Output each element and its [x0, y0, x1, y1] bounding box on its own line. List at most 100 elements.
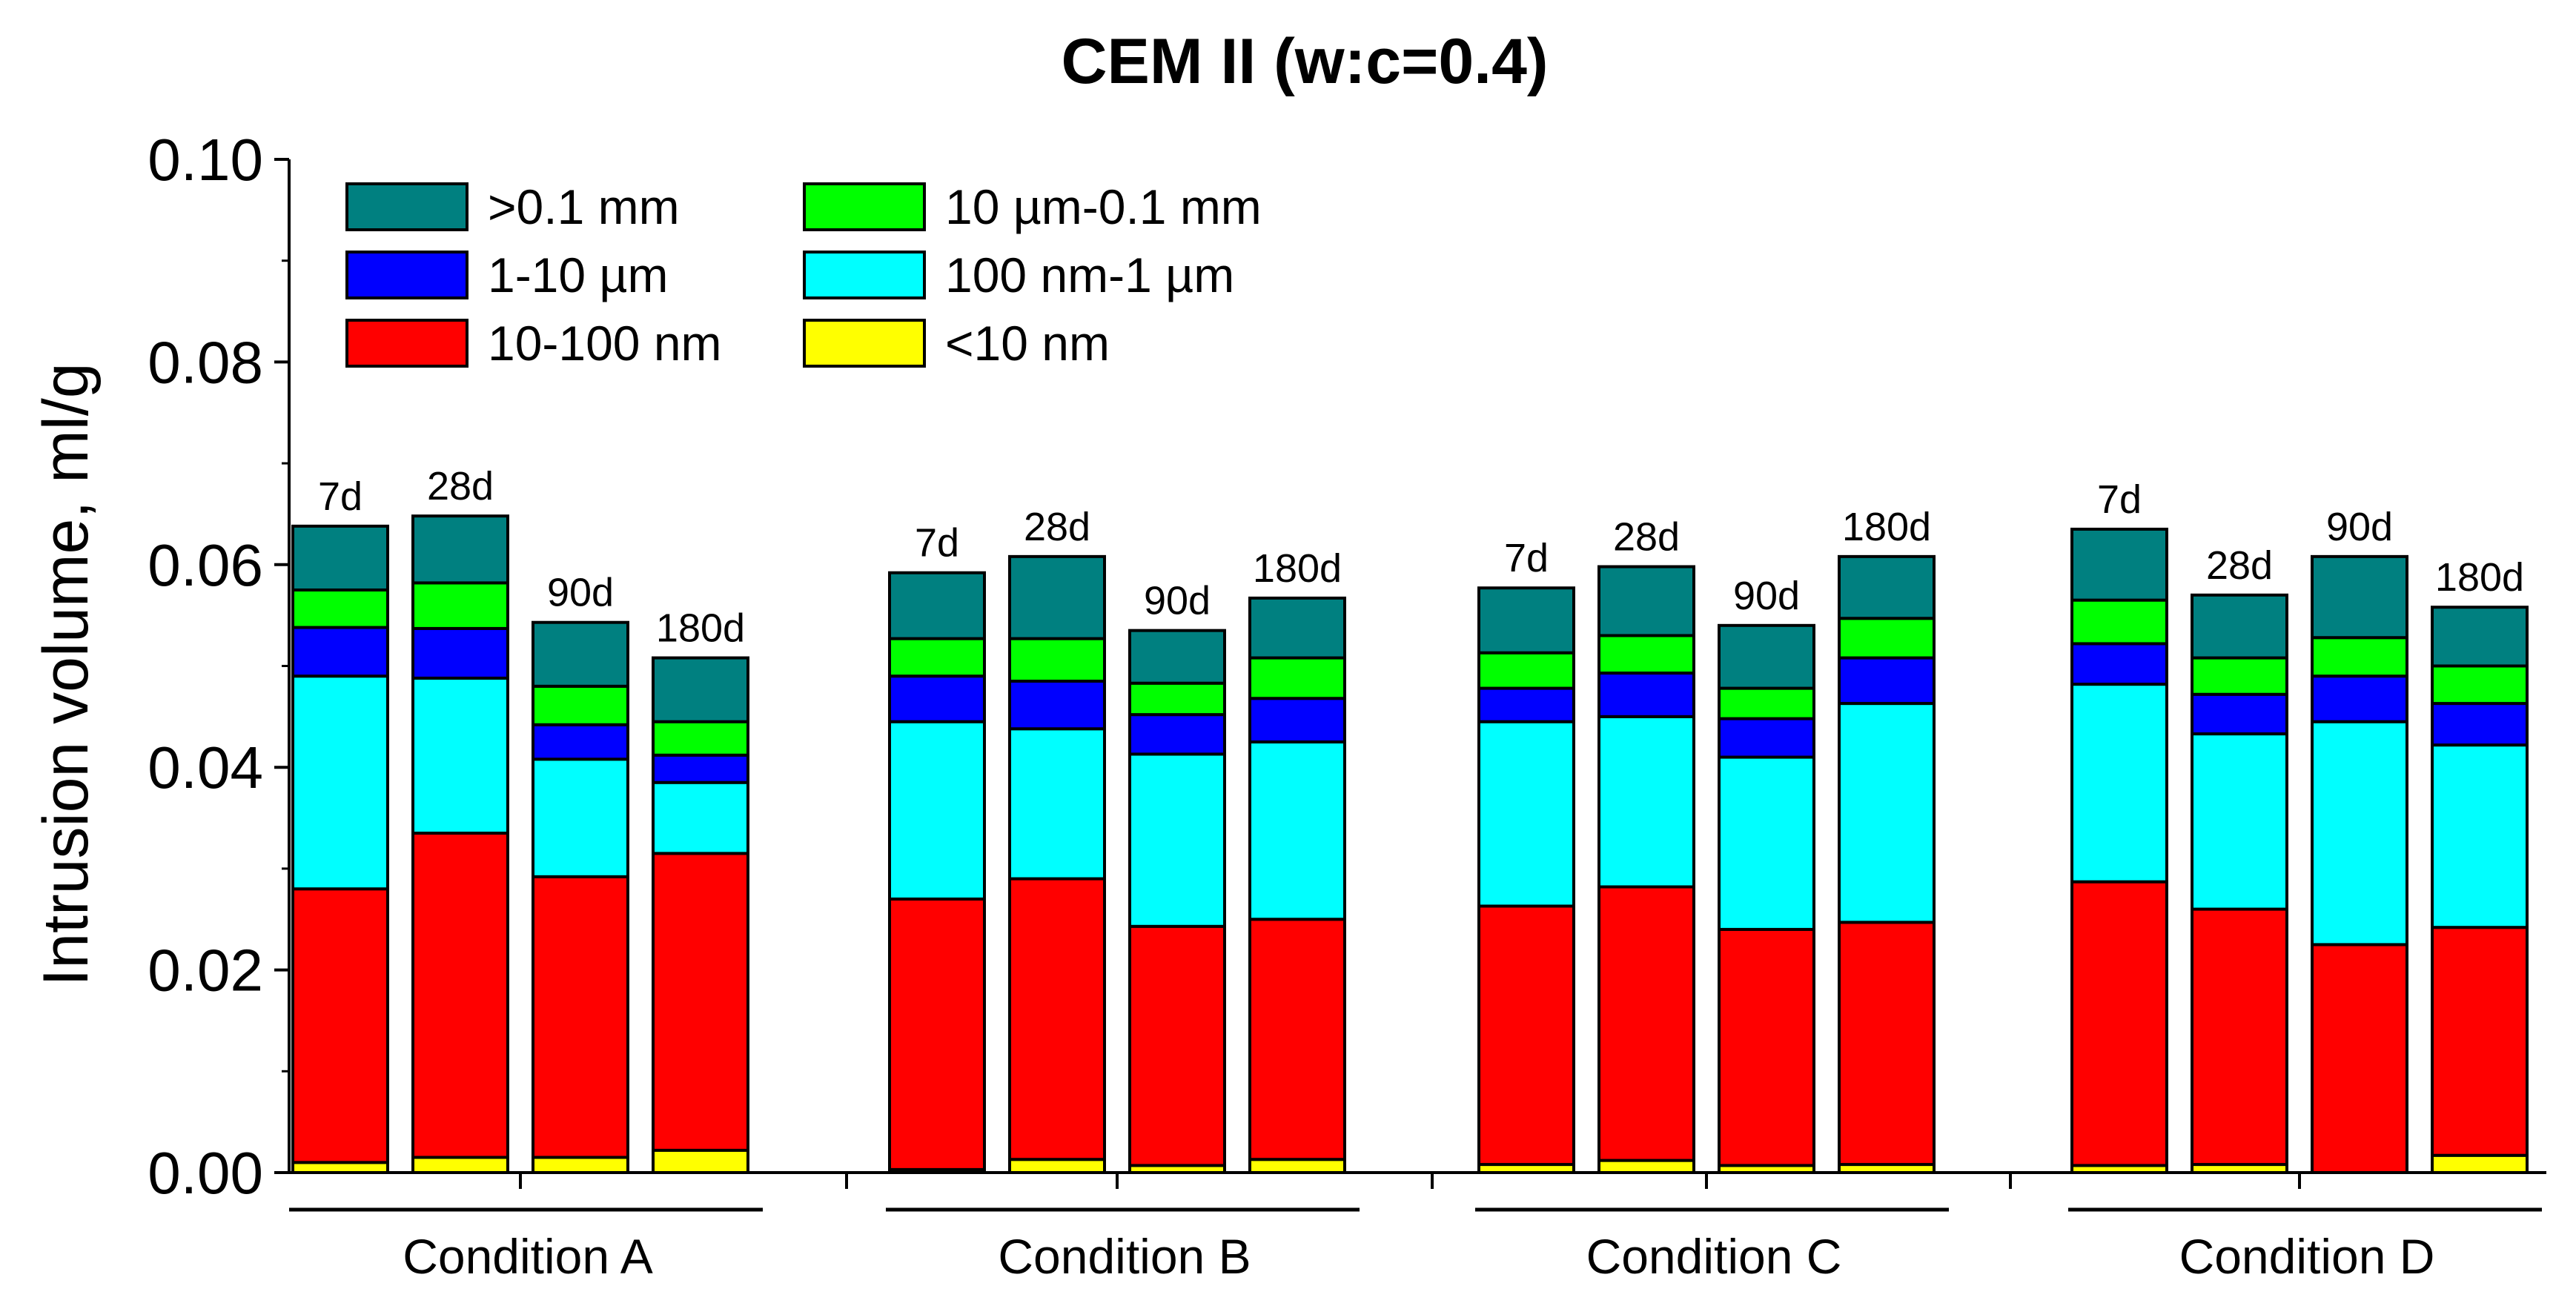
bar-segment-gt01mm [1838, 554, 1936, 620]
group-label: Condition B [998, 1229, 1251, 1284]
bar-segment-nm10_100 [1248, 918, 1346, 1161]
bar-segment-gt01mm [1008, 554, 1106, 640]
group-label: Condition D [2179, 1229, 2435, 1284]
bar-segment-gt01mm [888, 571, 986, 640]
y-tick-label: 0.02 [148, 938, 263, 1004]
bar-segment-nm10_100 [532, 875, 629, 1159]
bar-segment-um10_01mm [291, 588, 389, 629]
bar-age-label: 180d [1842, 505, 1931, 549]
bar-labels: 7d 28d 90d 180d 7d 28d 90d 180d 7d 28d 90d 180d 7d 28… [318, 464, 2524, 650]
legend-label-um10_01mm: 10 µm-0.1 mm [945, 179, 1262, 234]
bar-segment-lt10nm [1008, 1158, 1106, 1175]
bar-segment-gt01mm [1597, 565, 1695, 637]
bar-segment-nm100_1um [652, 780, 749, 855]
bar-segment-nm100_1um [2191, 732, 2288, 911]
bar-segment-um1_10 [2070, 642, 2168, 686]
bar-segment-um1_10 [411, 626, 509, 680]
y-tick-label: 0.08 [148, 329, 263, 395]
bar-segment-um10_01mm [1008, 637, 1106, 683]
bar-segment-nm100_1um [1838, 702, 1936, 924]
bar-segment-um1_10 [291, 626, 389, 678]
legend-swatch-lt10nm [803, 319, 926, 368]
y-tick-label: 0.00 [148, 1140, 263, 1206]
bar-age-label: 90d [547, 571, 614, 615]
bar-age-label: 90d [1733, 574, 1800, 618]
bar-segment-um10_01mm [888, 637, 986, 678]
bar-segment-um1_10 [1248, 697, 1346, 744]
bar-segment-gt01mm [1248, 596, 1346, 660]
bar-segment-um10_01mm [1838, 617, 1936, 660]
bar-segment-lt10nm [1248, 1158, 1346, 1175]
bar-segment-nm10_100 [1128, 924, 1226, 1167]
bar-segment-lt10nm [1597, 1159, 1695, 1174]
bar-age-label: 7d [915, 521, 959, 566]
group-label: Condition A [403, 1229, 653, 1284]
bar-segment-gt01mm [2431, 606, 2529, 668]
bar-age-label: 7d [318, 474, 362, 519]
bar-age-label: 28d [1024, 505, 1090, 549]
bar-segment-gt01mm [532, 620, 629, 688]
bar-segment-gt01mm [2311, 554, 2408, 640]
group-label: Condition C [1586, 1229, 1842, 1284]
bar-segment-um1_10 [1477, 686, 1575, 723]
bar-segment-gt01mm [2070, 527, 2168, 602]
legend-swatch-nm10_100 [345, 319, 468, 368]
bar-segment-lt10nm [411, 1156, 509, 1174]
bar-age-label: 90d [2326, 505, 2393, 549]
bar-segment-nm10_100 [2070, 880, 2168, 1167]
legend-label-lt10nm: <10 nm [945, 316, 1110, 371]
bar-age-label: 90d [1144, 579, 1211, 623]
bar-segment-nm100_1um [1477, 720, 1575, 908]
bar-segment-nm10_100 [1718, 927, 1815, 1167]
bar-segment-um1_10 [1718, 717, 1815, 759]
bar-segment-um1_10 [2191, 692, 2288, 736]
bar-segment-um10_01mm [1718, 686, 1815, 720]
bar-segment-nm100_1um [2431, 743, 2529, 929]
legend-swatch-um10_01mm [803, 182, 926, 231]
bar-segment-nm100_1um [1008, 727, 1106, 881]
bar-segment-um1_10 [1838, 656, 1936, 706]
bar-segment-nm10_100 [1008, 877, 1106, 1161]
y-axis-label: Intrusion volume, ml/g [30, 362, 102, 986]
bar-segment-lt10nm [652, 1148, 749, 1175]
bar-segment-nm100_1um [411, 676, 509, 835]
bar-segment-nm100_1um [532, 758, 629, 878]
legend-swatch-um1_10 [345, 251, 468, 299]
bar-segment-nm10_100 [888, 897, 986, 1171]
legend-label-gt01mm: >0.1 mm [488, 179, 680, 234]
bar-segment-nm10_100 [291, 887, 389, 1164]
bar-segment-nm100_1um [1248, 740, 1346, 921]
bar-segment-gt01mm [2191, 593, 2288, 660]
bars [291, 514, 2529, 1175]
group-labels: Condition A Condition B Condition C Conditi… [289, 1207, 2542, 1284]
bar-age-label: 180d [2435, 555, 2524, 600]
bar-age-label: 28d [2206, 543, 2273, 588]
bar-segment-um1_10 [652, 753, 749, 784]
bar-age-label: 180d [1253, 546, 1342, 591]
bar-segment-um1_10 [2311, 674, 2408, 723]
y-tick-label: 0.10 [148, 127, 263, 193]
bar-segment-um1_10 [2431, 702, 2529, 747]
bar-segment-nm100_1um [2070, 683, 2168, 884]
bar-segment-nm100_1um [1128, 752, 1226, 928]
bar-segment-um10_01mm [1128, 681, 1226, 717]
bar-age-label: 7d [2097, 477, 2142, 522]
bar-segment-um10_01mm [2070, 598, 2168, 646]
bar-segment-gt01mm [652, 656, 749, 723]
legend-label-nm10_100: 10-100 nm [488, 316, 722, 371]
bar-segment-um10_01mm [2311, 636, 2408, 678]
y-tick-label: 0.06 [148, 532, 263, 598]
bar-age-label: 7d [1504, 536, 1549, 580]
bar-segment-um10_01mm [411, 581, 509, 630]
legend: >0.1 mm 10 µm-0.1 mm 1-10 µm 100 nm-1 µm 10-… [345, 179, 1262, 371]
y-tick-label: 0.04 [148, 735, 263, 800]
bar-segment-gt01mm [291, 524, 389, 591]
bar-segment-um1_10 [888, 674, 986, 723]
bar-segment-um1_10 [532, 723, 629, 761]
legend-swatch-gt01mm [345, 182, 468, 231]
legend-label-um1_10: 1-10 µm [488, 248, 668, 302]
bar-segment-nm100_1um [1718, 755, 1815, 931]
bar-segment-nm100_1um [2311, 720, 2408, 947]
bar-segment-gt01mm [1128, 629, 1226, 685]
